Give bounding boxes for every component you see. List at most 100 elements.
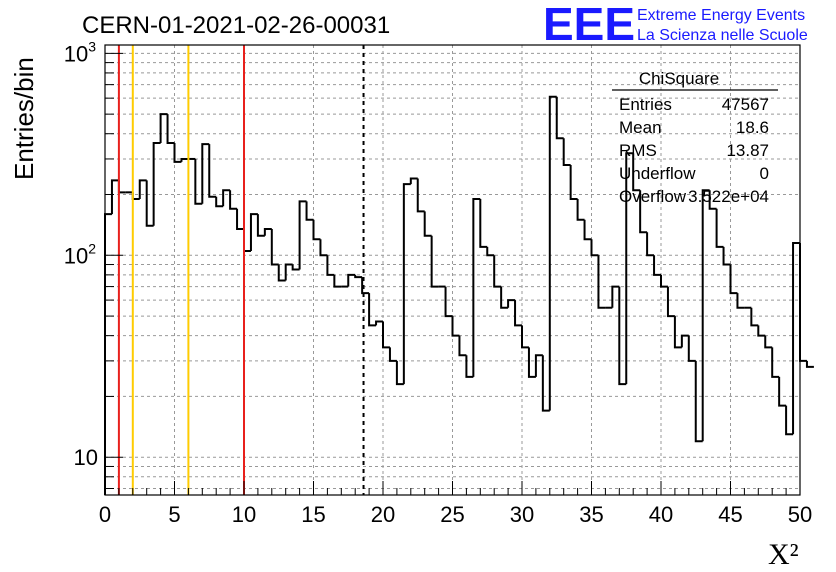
histogram-bin	[514, 300, 522, 327]
histogram-bin	[673, 316, 682, 349]
histogram-bin	[347, 273, 356, 287]
axis-ticks	[104, 52, 801, 495]
histogram-bin	[256, 214, 265, 237]
histogram-bin	[222, 189, 231, 207]
reference-lines	[117, 45, 365, 495]
histogram-bin	[680, 334, 689, 348]
histogram-bin	[215, 196, 224, 208]
histogram-bin	[590, 239, 599, 257]
histogram-bin	[368, 293, 377, 327]
x-tick-label: 40	[649, 502, 673, 527]
stats-row-label: Entries	[619, 95, 672, 114]
stats-row-label: Underflow	[619, 164, 696, 183]
histogram-bin	[764, 335, 773, 349]
y-tick-label: 103	[64, 38, 96, 66]
histogram-bin	[305, 201, 314, 221]
histogram-bin	[722, 246, 731, 266]
histogram-bin	[507, 299, 516, 308]
histogram-bin	[666, 286, 675, 318]
histogram-bin	[173, 142, 182, 163]
histogram-bin	[639, 190, 648, 234]
histogram-bin	[104, 213, 112, 495]
histogram-bin	[201, 143, 210, 204]
x-tick-label: 35	[579, 502, 603, 527]
x-tick-labels: 0 5 10 15 20 25 30 35 40 45 50	[99, 502, 812, 527]
stats-row-label: Mean	[619, 118, 662, 137]
histogram-bin	[409, 177, 418, 185]
histogram-bin	[653, 255, 661, 276]
histogram-bin	[110, 179, 119, 215]
histogram-bin	[694, 360, 703, 443]
histogram-bin	[771, 347, 780, 378]
y-tick-label: 10	[74, 445, 98, 470]
stats-row-value: 13.87	[726, 141, 769, 160]
histogram-bin	[548, 95, 557, 411]
histogram-bin	[458, 335, 467, 357]
histogram-bin	[284, 263, 293, 281]
stats-box: ChiSquare Entries 47567 Mean 18.6 RMS 13.87 Un…	[612, 69, 778, 206]
histogram-bin	[138, 179, 147, 200]
histogram-bin	[534, 354, 543, 377]
histogram-bin	[632, 153, 641, 192]
stats-row-value: 0	[760, 164, 769, 183]
histogram-bin	[792, 242, 800, 435]
histogram-bin	[701, 189, 710, 442]
histogram-series	[104, 95, 814, 495]
x-tick-label: 20	[371, 502, 395, 527]
histogram-bin	[430, 235, 439, 288]
histogram-bin	[319, 239, 328, 257]
histogram-bin	[805, 360, 814, 368]
histogram-bin	[291, 264, 300, 271]
histogram-bin	[402, 183, 411, 385]
histogram-bin	[757, 325, 766, 337]
histogram-bin	[625, 152, 634, 385]
histogram-bin	[180, 157, 189, 162]
logo-line-2: La Scienza nelle Scuole	[637, 27, 808, 44]
x-tick-label: 15	[301, 502, 325, 527]
stats-row-label: Overflow	[619, 187, 687, 206]
histogram-bin	[312, 219, 321, 241]
x-tick-label: 0	[99, 502, 111, 527]
histogram-bin	[416, 178, 425, 213]
x-tick-label: 30	[510, 502, 534, 527]
x-tick-label: 45	[718, 502, 742, 527]
histogram-bin	[521, 325, 529, 349]
x-tick-label: 10	[232, 502, 256, 527]
histogram-bin	[750, 307, 759, 327]
histogram-bin	[778, 376, 787, 407]
histogram-bin	[785, 405, 794, 436]
histogram-bin	[527, 347, 536, 378]
y-tick-label: 102	[64, 240, 96, 268]
histogram-bin	[388, 347, 397, 362]
histogram-bin	[131, 192, 140, 201]
histogram-bin	[576, 199, 585, 221]
x-axis-title: X²	[768, 538, 799, 571]
histogram-bin	[708, 190, 717, 210]
histogram-bin	[611, 285, 620, 308]
y-tick-labels: 10 102 103	[64, 38, 98, 470]
stats-row-value: 47567	[722, 95, 769, 114]
histogram-bin	[729, 264, 738, 295]
histogram-bin	[243, 228, 251, 253]
histogram-bin	[298, 200, 307, 270]
grid-lines	[105, 45, 800, 495]
histogram-bin	[229, 190, 238, 210]
stats-title: ChiSquare	[639, 69, 719, 88]
histogram-bin	[270, 228, 279, 266]
logo-line-1: Extreme Energy Events	[637, 7, 805, 24]
histogram-bin	[145, 180, 154, 227]
run-title: CERN-01-2021-02-26-00031	[82, 12, 390, 39]
histogram-bin	[354, 274, 363, 279]
histogram-bin	[117, 180, 126, 194]
histogram-bin	[500, 286, 509, 309]
histogram-bin	[486, 246, 495, 257]
x-tick-label: 5	[168, 502, 180, 527]
histogram-bin	[660, 274, 668, 288]
histogram-bin	[208, 144, 217, 198]
histogram-bin	[249, 213, 258, 252]
histogram-bin	[715, 208, 724, 248]
histogram-bin	[687, 335, 696, 362]
histogram-bin	[326, 255, 335, 276]
stats-row-label: RMS	[619, 141, 657, 160]
histogram-bin	[423, 211, 432, 237]
